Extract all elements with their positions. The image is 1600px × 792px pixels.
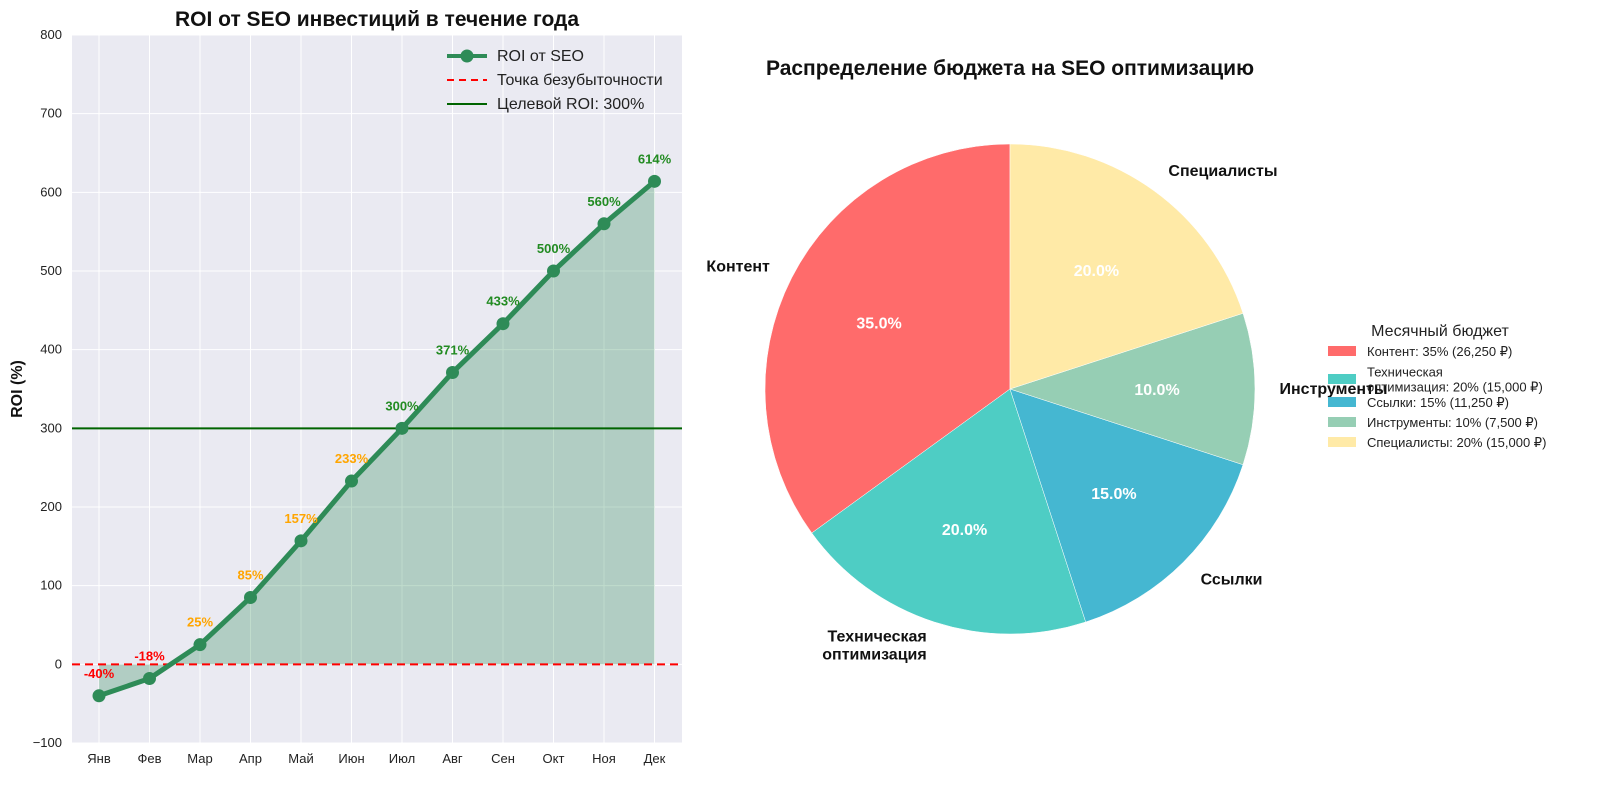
data-label: 25% <box>187 615 213 630</box>
y-tick-label: 700 <box>40 106 62 121</box>
pie-legend-title: Месячный бюджет <box>1371 323 1509 340</box>
x-tick-label: Дек <box>644 751 666 766</box>
pie-slice-label: Специалисты <box>1168 163 1277 180</box>
x-tick-label: Апр <box>239 751 262 766</box>
chart-title: ROI от SEO инвестиций в течение года <box>175 8 579 31</box>
pie-slice-label-line: оптимизация <box>822 646 926 663</box>
pie-slice-label: Инструменты <box>1280 381 1388 398</box>
pie-legend-entry: Ссылки: 15% (11,250 ₽) <box>1367 395 1509 410</box>
pie-legend-entry: Техническая оптимизация: 20% (15,000 ₽) <box>1367 365 1543 395</box>
pie-legend-entry: Контент: 35% (26,250 ₽) <box>1367 344 1512 359</box>
pie-pct-label: 35.0% <box>856 315 901 332</box>
roi-data-point <box>294 534 308 548</box>
pie-legend-entry-line: Контент: 35% (26,250 ₽) <box>1367 344 1512 359</box>
y-tick-label: 600 <box>40 184 62 199</box>
roi-data-point <box>446 365 459 379</box>
pie-legend-entry-line: Техническая <box>1367 365 1443 380</box>
pie-legend-swatch <box>1328 437 1356 447</box>
budget-pie-chart: Распределение бюджета на SEO оптимизацию… <box>706 57 1546 663</box>
x-tick-label: Авг <box>442 751 463 766</box>
roi-data-point <box>597 217 611 231</box>
x-tick-label: Июн <box>338 751 364 766</box>
legend-label-roi: ROI от SEO <box>497 48 584 65</box>
y-tick-label: 800 <box>40 27 62 42</box>
x-tick-label: Фев <box>137 751 161 766</box>
legend-label-breakeven: Точка безубыточности <box>497 72 663 89</box>
data-label: 500% <box>537 241 571 256</box>
roi-series-line <box>96 178 657 699</box>
y-tick-label: 200 <box>40 499 62 514</box>
pie-legend-entry-line: Специалисты: 20% (15,000 ₽) <box>1367 435 1546 450</box>
data-label: -40% <box>84 666 115 681</box>
pie-slice-label-line: Контент <box>706 259 770 276</box>
pie-slice <box>764 143 1011 534</box>
y-tick-label: 400 <box>40 342 62 357</box>
pie-legend-entry-line: Инструменты: 10% (7,500 ₽) <box>1367 415 1538 430</box>
y-tick-label: 100 <box>40 578 62 593</box>
x-tick-label: Янв <box>87 751 111 766</box>
pie-legend-entry: Инструменты: 10% (7,500 ₽) <box>1367 415 1538 430</box>
pie-slice <box>1009 143 1244 390</box>
pie-pct-label: 15.0% <box>1091 486 1136 503</box>
pie-slice-label-line: Инструменты <box>1280 381 1388 398</box>
pie-legend-swatch <box>1328 397 1356 407</box>
x-tick-label: Июл <box>389 751 415 766</box>
pie-slice-label-line: Специалисты <box>1168 163 1277 180</box>
pie-slice-label-line: Техническая <box>828 628 927 645</box>
x-tick-label: Сен <box>491 751 515 766</box>
pie-slice-label-line: Ссылки <box>1201 572 1263 589</box>
roi-fill-area <box>99 181 655 696</box>
pie-legend-swatch <box>1328 417 1356 427</box>
pie-pct-label: 20.0% <box>1074 263 1119 280</box>
y-axis-label: ROI (%) <box>9 360 26 418</box>
data-label: 560% <box>587 194 621 209</box>
data-label: 233% <box>335 451 369 466</box>
data-label: 371% <box>436 342 470 357</box>
pie-slice-label: Контент <box>706 259 770 276</box>
pie-pct-label: 20.0% <box>942 522 987 539</box>
y-tick-label: 500 <box>40 263 62 278</box>
data-label: 85% <box>237 567 263 582</box>
roi-data-point <box>547 264 560 278</box>
pie-slice-label: Ссылки <box>1201 572 1263 589</box>
y-tick-label: −100 <box>33 735 62 750</box>
y-tick-label: 0 <box>55 656 62 671</box>
roi-data-point <box>92 689 106 703</box>
plot-area <box>72 35 682 743</box>
x-tick-label: Окт <box>543 751 565 766</box>
roi-data-point <box>395 421 409 435</box>
pie-slice-label: Техническая оптимизация <box>822 628 926 663</box>
pie-title: Распределение бюджета на SEO оптимизацию <box>766 57 1254 80</box>
pie-legend-entry: Специалисты: 20% (15,000 ₽) <box>1367 435 1546 450</box>
roi-line-chart: −100 0 100 200 300 400 500 600 700 800 Янв Фев Мар Ап… <box>9 8 682 766</box>
pie-legend-swatch <box>1328 374 1356 384</box>
pie-legend-entry-line: Ссылки: 15% (11,250 ₽) <box>1367 395 1509 410</box>
pie-slice <box>1009 312 1256 466</box>
roi-data-point <box>143 671 156 685</box>
pie-slice <box>811 388 1087 635</box>
roi-data-point <box>496 317 510 331</box>
pie-slice <box>1009 388 1244 623</box>
x-tick-label: Ноя <box>592 751 616 766</box>
roi-data-point <box>345 474 358 488</box>
x-tick-label: Мар <box>187 751 212 766</box>
roi-data-point <box>193 638 207 652</box>
legend-marker-roi <box>460 49 474 63</box>
pie-pct-label: 10.0% <box>1134 382 1179 399</box>
y-tick-label: 300 <box>40 420 62 435</box>
data-label: 300% <box>385 398 419 413</box>
data-label: 157% <box>284 511 318 526</box>
data-label: 433% <box>486 294 520 309</box>
legend-label-target: Целевой ROI: 300% <box>497 96 644 113</box>
data-label: -18% <box>134 648 165 663</box>
data-label: 614% <box>638 151 672 166</box>
pie-legend-swatch <box>1328 346 1356 356</box>
x-tick-label: Май <box>288 751 313 766</box>
pie-legend-entry-line: оптимизация: 20% (15,000 ₽) <box>1367 380 1543 395</box>
roi-data-point <box>648 174 661 188</box>
roi-data-point <box>244 590 257 604</box>
